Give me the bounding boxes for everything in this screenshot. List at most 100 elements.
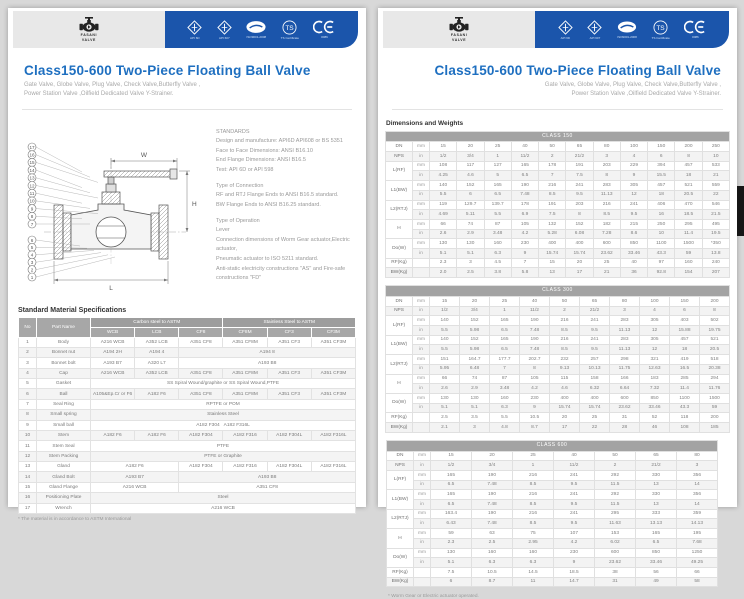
value-cell: 130	[429, 392, 460, 404]
value-cell: 3	[676, 460, 718, 471]
unit-cell: in	[413, 460, 431, 471]
standards-line: STANDARDS	[216, 128, 250, 135]
table-row: in 5.5 5.98 6.5 7.48 8.5 9.5 11.13 12 18 20.5	[386, 344, 730, 356]
value-cell: 6.9	[510, 209, 540, 220]
value-cell: 9	[519, 402, 550, 414]
value-cell: 1	[489, 305, 520, 317]
material-table-title: Standard Material Specifications	[18, 306, 127, 314]
value-cell: *350	[701, 238, 731, 250]
standards-line: Test: API 6D or API 598	[216, 167, 274, 174]
svg-text:L: L	[109, 285, 113, 292]
value-cell: 38	[594, 566, 636, 578]
table-row: in 5.95 6.48 7 8 9.13 10.13 11.75 12.63 16.5 20.38	[386, 363, 730, 375]
unit-cell: mm	[412, 160, 430, 172]
value-cell: 8.6	[619, 228, 649, 240]
value-cell: 20	[456, 141, 485, 153]
unit-cell: mm	[412, 354, 430, 365]
value-cell: 50	[594, 450, 636, 462]
value-cell: 7.48	[519, 325, 550, 336]
value-cell: 160	[512, 547, 554, 559]
value-cell: 92.8	[647, 267, 676, 279]
material-cell: A351 CF8	[178, 367, 224, 380]
row-label: NPS	[385, 305, 413, 317]
row-label: NPS	[385, 151, 413, 162]
value-cell: 850	[639, 392, 670, 404]
part-name: Small ball	[36, 419, 91, 431]
value-cell: 11/2	[519, 305, 550, 317]
svg-text:9: 9	[31, 206, 34, 211]
value-cell: 130	[430, 547, 472, 559]
value-cell: 7.28	[592, 228, 621, 240]
value-cell: 559	[701, 180, 731, 191]
table-row: L(RF) mm 108 117 127 165 178 191 203 229 394 457 533	[385, 160, 731, 182]
value-cell: 200	[699, 412, 730, 424]
part-name: Stem	[36, 429, 91, 442]
cert-ts: TS TS Certificate	[281, 20, 299, 40]
value-cell: 10	[647, 228, 676, 240]
cert-api6d: API 6D	[558, 19, 573, 40]
value-cell: 9	[619, 170, 649, 182]
part-no: 12	[18, 450, 37, 463]
part-no: 15	[18, 481, 37, 494]
value-cell: 6.64	[609, 383, 640, 394]
value-cell: 400	[549, 392, 580, 404]
value-cell: 257	[579, 354, 610, 365]
value-cell: 8	[592, 170, 621, 182]
value-cell: 18	[674, 170, 703, 182]
value-cell: 14.7	[553, 576, 595, 588]
svg-text:6: 6	[31, 237, 34, 242]
value-cell: 6.5	[489, 325, 520, 336]
value-cell: 3.48	[489, 383, 520, 394]
value-cell: 7.48	[471, 499, 513, 510]
cert-ce: 0086	[684, 20, 706, 39]
table-row: L2(RTJ) mm 163.4 190 216 241 295 333 359	[386, 508, 718, 530]
value-cell: 14	[676, 499, 718, 510]
page-edge-tab	[737, 186, 744, 236]
value-cell: 50	[549, 295, 580, 307]
value-cell: 8.5	[512, 479, 554, 491]
value-cell: 8	[519, 363, 550, 375]
table-row: 17 Wrench A216 WCB	[18, 502, 356, 514]
row-label: DN	[385, 295, 413, 307]
value-cell: 165	[430, 469, 472, 481]
value-cell: 15.74	[549, 402, 580, 414]
part-no: 14	[18, 471, 37, 483]
svg-text:15: 15	[29, 160, 35, 165]
table-row: in 6.43 7.48 8.5 9.5 11.63 13.13 14.13	[387, 518, 718, 530]
svg-text:TS: TS	[657, 24, 666, 31]
value-cell: 151	[429, 354, 460, 365]
part-name: Gland Bolt	[36, 471, 91, 483]
class-title: CLASS 300	[385, 285, 730, 297]
unit-cell: mm	[413, 528, 431, 539]
value-cell: 13.13	[635, 518, 677, 530]
value-cell: 43.3	[647, 248, 676, 259]
page-title: Class150-600 Two-Piece Floating Ball Val…	[24, 63, 311, 78]
ts-mark-icon: TS	[653, 20, 668, 35]
unit-cell: in	[412, 228, 430, 240]
unit-cell: mm	[412, 238, 430, 250]
value-cell: 66	[676, 566, 718, 578]
value-cell: 11.13	[609, 344, 640, 356]
svg-text:5: 5	[31, 245, 34, 250]
value-cell: 230	[510, 238, 540, 250]
value-cell: 15.74	[579, 402, 610, 414]
value-cell: 200	[699, 295, 730, 307]
unit-cell: in	[413, 479, 431, 491]
standards-line: End Flange Dimensions: ANSI B16.5	[216, 157, 306, 164]
value-cell: 521	[674, 180, 703, 191]
material-cell: A182 F316L	[310, 461, 357, 473]
value-cell: 457	[647, 180, 676, 191]
catalog-page-left: FASANI VALVE API 6D API 607 I	[8, 8, 366, 522]
divider-line	[392, 108, 723, 110]
material-cell: A216 WCB	[89, 481, 180, 494]
value-cell: 356	[676, 469, 718, 481]
dimension-tables: CLASS 150 DN mm 15 20 25 40 50 65 80 100 150 200 250 N…	[378, 130, 737, 588]
value-cell: 4.5	[483, 257, 512, 269]
value-cell: 7.32	[639, 383, 670, 394]
value-cell: 6.08	[565, 228, 594, 240]
value-cell: 152	[456, 180, 485, 191]
value-cell: 283	[609, 315, 640, 327]
row-label: L2(RTJ)	[386, 508, 414, 530]
value-cell: 8.5	[538, 189, 567, 201]
